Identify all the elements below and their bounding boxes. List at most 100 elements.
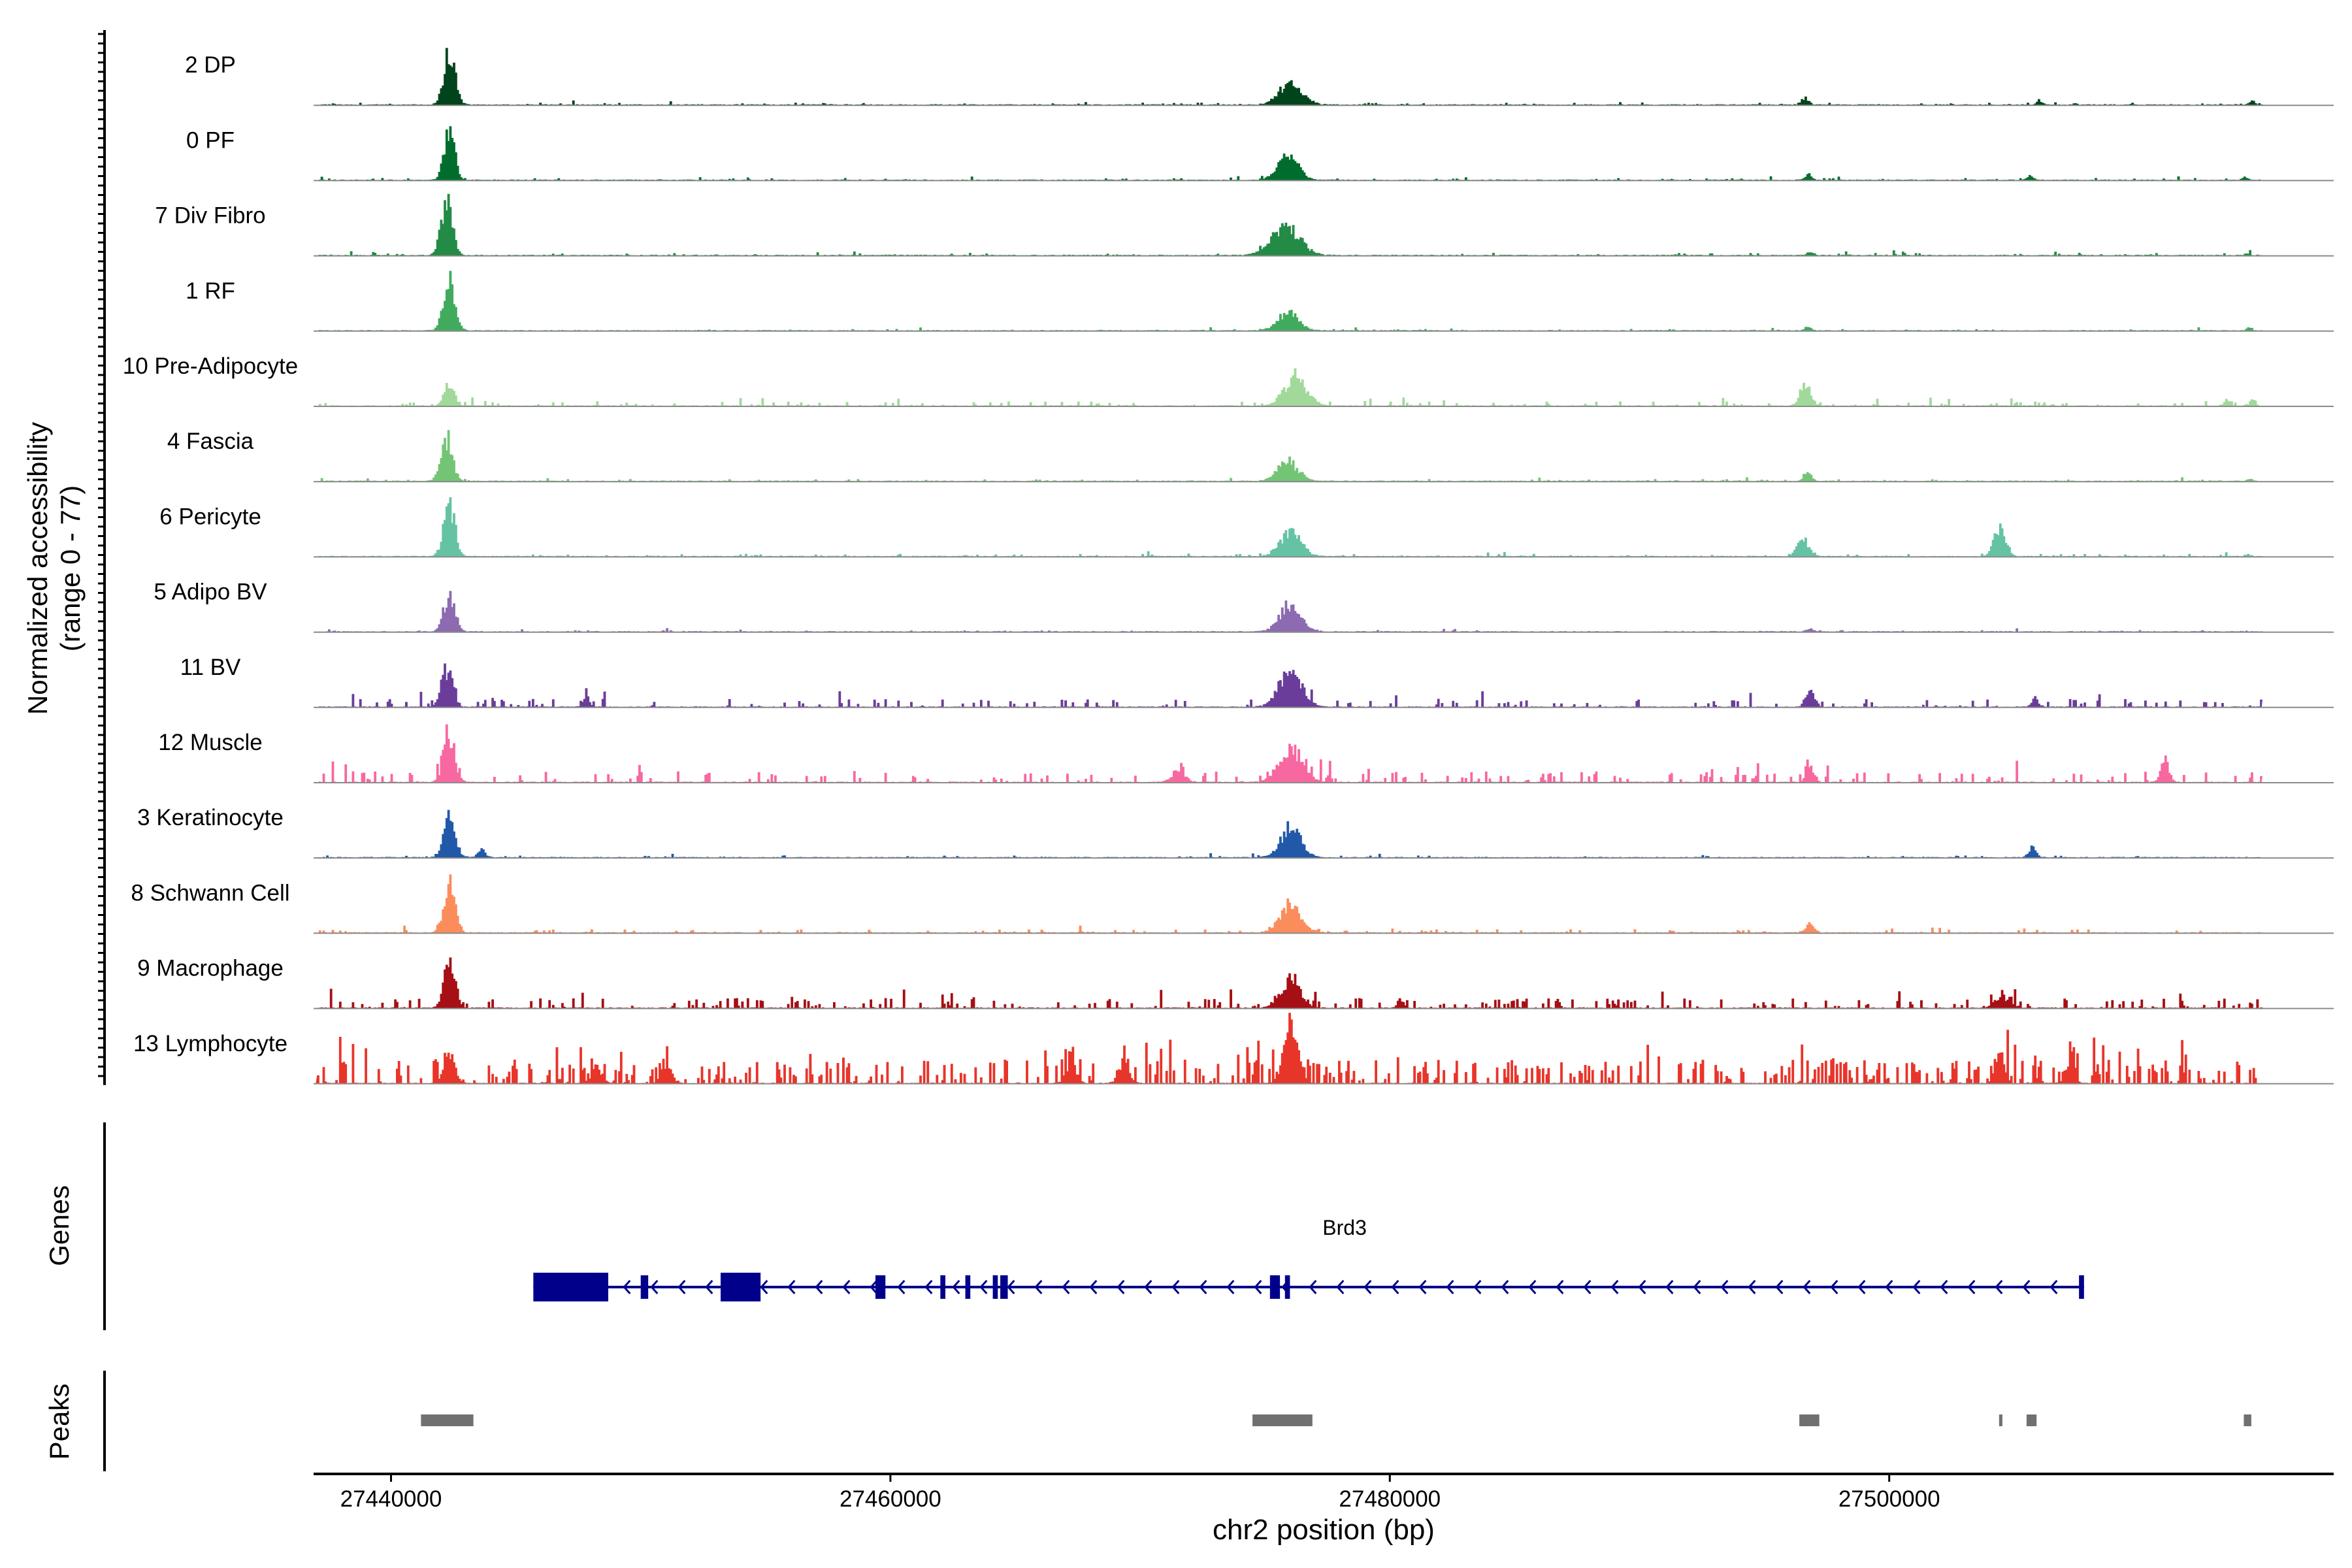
peak-region: [2244, 1414, 2251, 1426]
strand-arrow: [1007, 1279, 1015, 1295]
peak-regions: [421, 1414, 2251, 1426]
track-signal-area: [316, 874, 2262, 934]
peak-region: [1999, 1414, 2002, 1426]
strand-arrow: [1775, 1279, 1784, 1295]
track-label: 2 DP: [185, 52, 236, 78]
gene-exon: [1284, 1275, 1290, 1299]
y-axis-title-line2: (range 0 - 77): [55, 485, 86, 651]
strand-arrow: [1830, 1279, 1838, 1295]
track-10-pre-adipocyte: 10 Pre-Adipocyte: [123, 353, 2334, 407]
gene-exon: [875, 1275, 886, 1299]
x-axis-ticks: 27440000 27460000 27480000 27500000: [340, 1474, 1940, 1512]
gene-exon: [533, 1273, 608, 1301]
strand-arrow: [1171, 1279, 1180, 1295]
track-signal-area: [316, 724, 2262, 783]
track-signal-area: [316, 957, 2263, 1009]
gene-exon: [1269, 1275, 1281, 1299]
strand-arrow: [924, 1279, 933, 1295]
strand-arrow: [2050, 1279, 2058, 1295]
track-5-adipo-bv: 5 Adipo BV: [154, 580, 2334, 633]
track-label: 1 RF: [186, 278, 235, 304]
track-label: 7 Div Fibro: [155, 203, 265, 229]
strand-arrow: [1034, 1279, 1043, 1295]
strand-arrow: [1254, 1279, 1262, 1295]
x-tick-label: 27480000: [1339, 1486, 1441, 1512]
gene-exon: [1000, 1275, 1008, 1299]
strand-arrow: [1665, 1279, 1674, 1295]
peak-region: [421, 1414, 474, 1426]
track-signal-area: [316, 1013, 2262, 1085]
y-axis-title-line1: Normalized accessibility: [22, 422, 53, 715]
gene-exon: [640, 1275, 649, 1299]
x-axis-title: chr2 position (bp): [1213, 1514, 1435, 1546]
track-signal-area: [316, 663, 2262, 708]
track-label: 5 Adipo BV: [154, 580, 267, 605]
strand-arrow: [650, 1279, 659, 1295]
strand-arrow: [1940, 1279, 1948, 1295]
x-tick-label: 27500000: [1838, 1486, 1940, 1512]
strand-arrow: [1610, 1279, 1619, 1295]
x-tick-label: 27460000: [840, 1486, 941, 1512]
strand-arrow: [1693, 1279, 1701, 1295]
strand-arrow: [1062, 1279, 1070, 1295]
peak-region: [2026, 1414, 2037, 1426]
strand-arrow: [1528, 1279, 1537, 1295]
track-label: 6 Pericyte: [159, 504, 261, 529]
track-label: 12 Muscle: [158, 730, 263, 755]
track-7-div-fibro: 7 Div Fibro: [155, 193, 2334, 257]
peak-region: [1799, 1414, 1820, 1426]
strand-arrow: [2022, 1279, 2031, 1295]
strand-arrow: [1748, 1279, 1756, 1295]
track-6-pericyte: 6 Pericyte: [159, 497, 2334, 558]
track-label: 10 Pre-Adipocyte: [123, 353, 298, 379]
strand-arrow: [787, 1279, 796, 1295]
strand-arrow: [979, 1279, 988, 1295]
track-13-lymphocyte: 13 Lymphocyte: [133, 1013, 2334, 1085]
gene-model-brd3: [533, 1273, 2084, 1301]
strand-arrow: [1117, 1279, 1125, 1295]
strand-arrow: [1309, 1279, 1317, 1295]
track-signal-area: [316, 270, 2263, 332]
strand-arrow: [1336, 1279, 1345, 1295]
track-label: 4 Fascia: [167, 429, 254, 454]
gene-name-label: Brd3: [1322, 1216, 1367, 1239]
track-8-schwann-cell: 8 Schwann Cell: [131, 874, 2334, 934]
accessibility-tracks: 2 DP 0 PF 7 Div Fibro 1 RF 10 Pre-Adipocyte 4…: [123, 48, 2334, 1085]
genes-track-label: Genes: [44, 1185, 74, 1266]
track-12-muscle: 12 Muscle: [158, 724, 2334, 783]
track-label: 3 Keratinocyte: [137, 805, 284, 830]
track-signal-area: [316, 126, 2262, 181]
accessibility-y-axis: [98, 30, 106, 1085]
track-0-pf: 0 PF: [186, 126, 2334, 182]
track-label: 8 Schwann Cell: [131, 880, 289, 906]
track-9-macrophage: 9 Macrophage: [137, 956, 2334, 1009]
track-signal-area: [316, 368, 2262, 407]
track-signal-area: [316, 497, 2263, 557]
track-signal-area: [316, 430, 2262, 482]
strand-arrow: [1912, 1279, 1921, 1295]
strand-arrow: [705, 1279, 713, 1295]
strand-arrow: [897, 1279, 906, 1295]
peaks-track-label: Peaks: [44, 1384, 74, 1460]
track-label: 0 PF: [186, 127, 235, 153]
track-label: 11 BV: [180, 655, 241, 680]
track-signal-area: [316, 809, 2262, 858]
track-2-dp: 2 DP: [185, 48, 2334, 106]
strand-arrow: [1803, 1279, 1811, 1295]
strand-arrow: [842, 1279, 851, 1295]
track-3-keratinocyte: 3 Keratinocyte: [137, 805, 2334, 859]
strand-arrow: [952, 1279, 960, 1295]
strand-arrow: [1418, 1279, 1427, 1295]
gene-exon: [940, 1275, 945, 1299]
track-signal-area: [316, 591, 2263, 633]
strand-arrow: [760, 1279, 768, 1295]
strand-arrow: [1199, 1279, 1207, 1295]
strand-arrow: [1391, 1279, 1399, 1295]
track-signal-area: [316, 48, 2264, 106]
strand-arrow: [1226, 1279, 1235, 1295]
strand-arrow: [1857, 1279, 1866, 1295]
gene-exon: [2079, 1275, 2084, 1299]
track-4-fascia: 4 Fascia: [167, 429, 2334, 483]
strand-arrow: [870, 1279, 878, 1295]
